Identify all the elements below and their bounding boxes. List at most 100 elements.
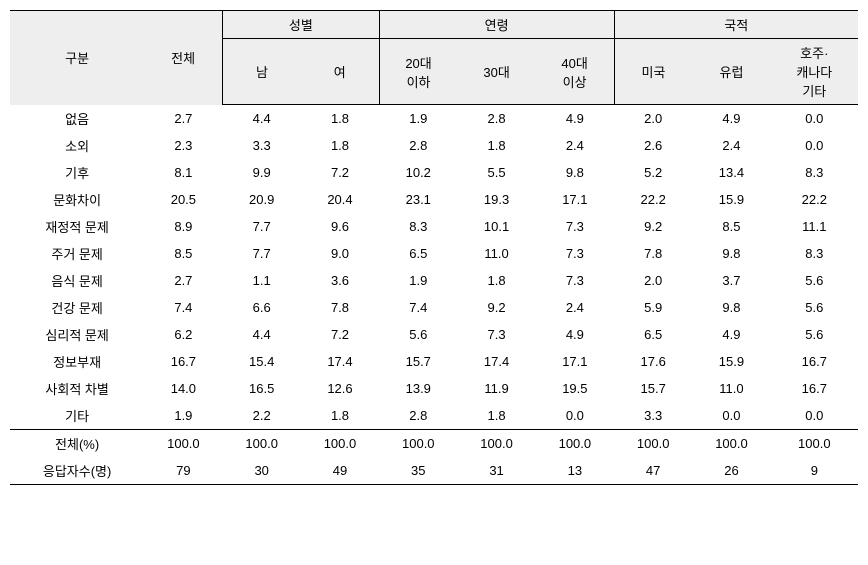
cell-value: 7.8 bbox=[614, 240, 692, 267]
table-row: 없음2.74.41.81.92.84.92.04.90.0 bbox=[10, 105, 858, 132]
header-group-nationality: 국적 bbox=[614, 11, 858, 39]
cell-value: 8.3 bbox=[379, 213, 457, 240]
cell-value: 9.2 bbox=[457, 294, 535, 321]
header-sub: 30대 bbox=[457, 39, 535, 105]
header-total: 전체 bbox=[144, 11, 222, 105]
cell-value: 9.6 bbox=[301, 213, 379, 240]
cell-value: 15.4 bbox=[223, 348, 301, 375]
cell-value: 22.2 bbox=[771, 186, 858, 213]
row-label: 정보부재 bbox=[10, 348, 144, 375]
cell-value: 7.4 bbox=[379, 294, 457, 321]
header-sub: 유럽 bbox=[692, 39, 770, 105]
data-table: 구분 전체 성별 연령 국적 남여20대이하30대40대이상미국유럽호주·캐나다… bbox=[10, 10, 858, 485]
cell-value: 20.5 bbox=[144, 186, 222, 213]
cell-value: 2.4 bbox=[692, 132, 770, 159]
cell-value: 15.9 bbox=[692, 186, 770, 213]
cell-value: 13.9 bbox=[379, 375, 457, 402]
cell-value: 17.1 bbox=[536, 348, 614, 375]
cell-value: 1.8 bbox=[301, 132, 379, 159]
cell-value: 15.7 bbox=[379, 348, 457, 375]
table-row: 주거 문제8.57.79.06.511.07.37.89.88.3 bbox=[10, 240, 858, 267]
cell-value: 100.0 bbox=[536, 429, 614, 457]
cell-value: 0.0 bbox=[771, 132, 858, 159]
cell-value: 8.3 bbox=[771, 240, 858, 267]
cell-value: 1.8 bbox=[457, 132, 535, 159]
cell-value: 9.8 bbox=[692, 240, 770, 267]
cell-value: 100.0 bbox=[379, 429, 457, 457]
cell-value: 10.2 bbox=[379, 159, 457, 186]
cell-value: 100.0 bbox=[144, 429, 222, 457]
cell-value: 3.7 bbox=[692, 267, 770, 294]
cell-value: 11.9 bbox=[457, 375, 535, 402]
row-label: 심리적 문제 bbox=[10, 321, 144, 348]
cell-value: 11.0 bbox=[692, 375, 770, 402]
cell-value: 5.6 bbox=[771, 267, 858, 294]
cell-value: 79 bbox=[144, 457, 222, 485]
cell-value: 4.9 bbox=[692, 105, 770, 132]
header-sub: 호주·캐나다기타 bbox=[771, 39, 858, 105]
header-sub: 남 bbox=[223, 39, 301, 105]
row-label: 소외 bbox=[10, 132, 144, 159]
cell-value: 1.8 bbox=[301, 105, 379, 132]
table-row: 음식 문제2.71.13.61.91.87.32.03.75.6 bbox=[10, 267, 858, 294]
cell-value: 13 bbox=[536, 457, 614, 485]
cell-value: 17.6 bbox=[614, 348, 692, 375]
cell-value: 100.0 bbox=[223, 429, 301, 457]
row-label: 응답자수(명) bbox=[10, 457, 144, 485]
table-row: 기후8.19.97.210.25.59.85.213.48.3 bbox=[10, 159, 858, 186]
row-label: 사회적 차별 bbox=[10, 375, 144, 402]
cell-value: 15.7 bbox=[614, 375, 692, 402]
table-row: 건강 문제7.46.67.87.49.22.45.99.85.6 bbox=[10, 294, 858, 321]
cell-value: 2.0 bbox=[614, 105, 692, 132]
row-label: 기후 bbox=[10, 159, 144, 186]
cell-value: 9.8 bbox=[536, 159, 614, 186]
cell-value: 23.1 bbox=[379, 186, 457, 213]
cell-value: 9.0 bbox=[301, 240, 379, 267]
cell-value: 3.3 bbox=[223, 132, 301, 159]
table-row: 문화차이20.520.920.423.119.317.122.215.922.2 bbox=[10, 186, 858, 213]
cell-value: 20.4 bbox=[301, 186, 379, 213]
cell-value: 6.5 bbox=[379, 240, 457, 267]
cell-value: 2.7 bbox=[144, 105, 222, 132]
header-sub: 40대이상 bbox=[536, 39, 614, 105]
table-row: 재정적 문제8.97.79.68.310.17.39.28.511.1 bbox=[10, 213, 858, 240]
table-row: 전체(%)100.0100.0100.0100.0100.0100.0100.0… bbox=[10, 429, 858, 457]
cell-value: 7.2 bbox=[301, 159, 379, 186]
cell-value: 7.2 bbox=[301, 321, 379, 348]
table-row: 심리적 문제6.24.47.25.67.34.96.54.95.6 bbox=[10, 321, 858, 348]
cell-value: 0.0 bbox=[692, 402, 770, 430]
header-sub: 20대이하 bbox=[379, 39, 457, 105]
cell-value: 2.0 bbox=[614, 267, 692, 294]
cell-value: 4.9 bbox=[536, 321, 614, 348]
cell-value: 13.4 bbox=[692, 159, 770, 186]
cell-value: 2.4 bbox=[536, 132, 614, 159]
cell-value: 7.7 bbox=[223, 213, 301, 240]
cell-value: 7.3 bbox=[536, 240, 614, 267]
header-sub: 여 bbox=[301, 39, 379, 105]
cell-value: 35 bbox=[379, 457, 457, 485]
cell-value: 8.9 bbox=[144, 213, 222, 240]
cell-value: 8.1 bbox=[144, 159, 222, 186]
cell-value: 100.0 bbox=[457, 429, 535, 457]
cell-value: 31 bbox=[457, 457, 535, 485]
cell-value: 2.3 bbox=[144, 132, 222, 159]
table-header: 구분 전체 성별 연령 국적 남여20대이하30대40대이상미국유럽호주·캐나다… bbox=[10, 11, 858, 105]
cell-value: 17.1 bbox=[536, 186, 614, 213]
cell-value: 8.5 bbox=[144, 240, 222, 267]
table-row: 소외2.33.31.82.81.82.42.62.40.0 bbox=[10, 132, 858, 159]
cell-value: 2.8 bbox=[379, 402, 457, 430]
cell-value: 47 bbox=[614, 457, 692, 485]
table-row: 기타1.92.21.82.81.80.03.30.00.0 bbox=[10, 402, 858, 430]
cell-value: 4.9 bbox=[536, 105, 614, 132]
cell-value: 0.0 bbox=[771, 105, 858, 132]
cell-value: 15.9 bbox=[692, 348, 770, 375]
cell-value: 6.6 bbox=[223, 294, 301, 321]
header-sub: 미국 bbox=[614, 39, 692, 105]
cell-value: 100.0 bbox=[771, 429, 858, 457]
header-group-age: 연령 bbox=[379, 11, 614, 39]
cell-value: 7.3 bbox=[536, 213, 614, 240]
cell-value: 8.3 bbox=[771, 159, 858, 186]
cell-value: 7.7 bbox=[223, 240, 301, 267]
cell-value: 1.9 bbox=[144, 402, 222, 430]
cell-value: 17.4 bbox=[301, 348, 379, 375]
